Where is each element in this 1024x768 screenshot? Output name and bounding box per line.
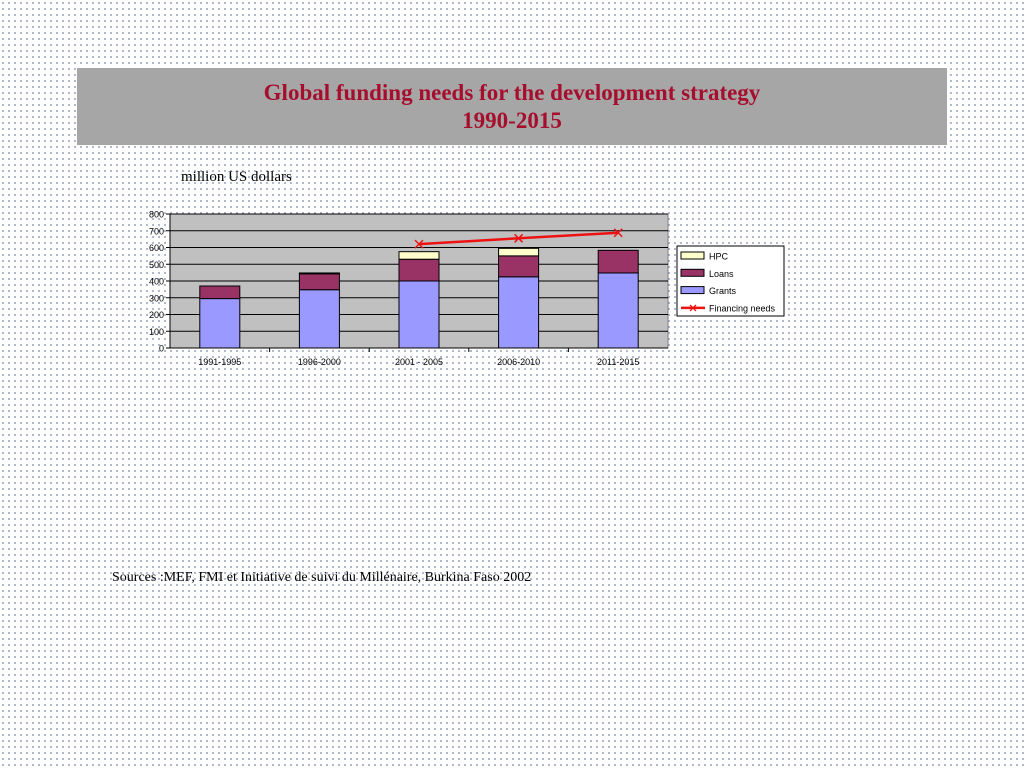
units-label: million US dollars — [181, 169, 292, 185]
chart-title: Global funding needs for the development… — [263, 79, 761, 105]
financing-needs-marker — [514, 233, 524, 243]
legend-label-financing-needs: Financing needs — [709, 303, 776, 313]
y-tick-label: 0 — [159, 344, 164, 354]
bar-grants — [398, 280, 440, 349]
y-tick-label: 100 — [149, 327, 164, 337]
chart-subtitle: 1990-2015 — [462, 107, 562, 133]
financing-needs-marker — [414, 239, 424, 249]
y-tick-label: 400 — [149, 277, 164, 287]
y-tick-label: 200 — [149, 310, 164, 320]
y-tick-label: 600 — [149, 243, 164, 253]
bar-loans — [597, 249, 639, 274]
bar-hpc — [298, 272, 340, 275]
x-tick-label: 1996-2000 — [298, 357, 341, 367]
bar-loans — [398, 258, 440, 282]
bar-loans — [498, 255, 540, 278]
bar-grants — [298, 289, 340, 349]
y-tick-label: 800 — [149, 210, 164, 220]
x-tick-label: 1991-1995 — [198, 357, 241, 367]
bar-grants — [498, 276, 540, 349]
bar-grants — [199, 298, 241, 349]
x-tick-label: 2011-2015 — [597, 357, 639, 367]
legend-marker-financing-needs — [689, 304, 697, 312]
legend-label-loans: Loans — [709, 269, 734, 279]
legend-swatch-hpc — [680, 251, 705, 260]
sources-note: Sources :MEF, FMI et Initiative de suivi… — [112, 570, 532, 585]
y-tick-label: 700 — [149, 226, 164, 236]
financing-needs-marker — [613, 228, 623, 238]
funding-chart: 0 100 200 300 400 500 600 700 800 1991-1995 1996-2… — [149, 210, 785, 367]
legend-swatch-grants — [680, 286, 705, 295]
legend-label-hpc: HPC — [709, 252, 729, 262]
bar-grants — [597, 272, 639, 349]
legend-swatch-loans — [680, 268, 705, 277]
bar-loans — [199, 285, 241, 300]
title-band: Global funding needs for the development… — [77, 68, 947, 145]
bar-hpc — [498, 247, 540, 257]
legend-label-grants: Grants — [709, 286, 737, 296]
x-tick-label: 2006-2010 — [497, 357, 540, 367]
x-tick-label: 2001 - 2005 — [395, 357, 443, 367]
bar-hpc — [398, 251, 440, 260]
bar-loans — [298, 273, 340, 291]
y-tick-label: 300 — [149, 293, 164, 303]
y-tick-label: 500 — [149, 260, 164, 270]
